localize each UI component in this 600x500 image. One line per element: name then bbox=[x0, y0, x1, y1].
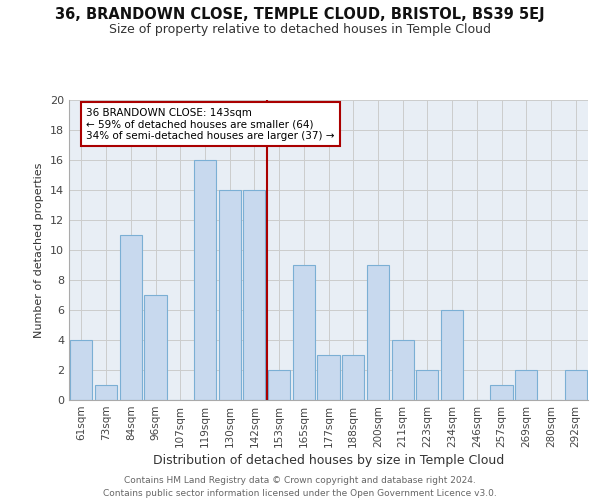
Bar bbox=[268, 370, 290, 400]
Bar bbox=[293, 265, 315, 400]
Bar bbox=[95, 385, 117, 400]
Bar bbox=[367, 265, 389, 400]
Bar bbox=[317, 355, 340, 400]
Bar bbox=[243, 190, 265, 400]
Bar bbox=[441, 310, 463, 400]
Bar bbox=[218, 190, 241, 400]
Text: Contains HM Land Registry data © Crown copyright and database right 2024.: Contains HM Land Registry data © Crown c… bbox=[124, 476, 476, 485]
Bar bbox=[119, 235, 142, 400]
Bar bbox=[565, 370, 587, 400]
X-axis label: Distribution of detached houses by size in Temple Cloud: Distribution of detached houses by size … bbox=[153, 454, 504, 467]
Text: Contains public sector information licensed under the Open Government Licence v3: Contains public sector information licen… bbox=[103, 489, 497, 498]
Bar bbox=[70, 340, 92, 400]
Bar bbox=[490, 385, 512, 400]
Y-axis label: Number of detached properties: Number of detached properties bbox=[34, 162, 44, 338]
Bar bbox=[145, 295, 167, 400]
Text: Size of property relative to detached houses in Temple Cloud: Size of property relative to detached ho… bbox=[109, 22, 491, 36]
Bar bbox=[416, 370, 439, 400]
Bar bbox=[194, 160, 216, 400]
Bar bbox=[515, 370, 538, 400]
Text: 36 BRANDOWN CLOSE: 143sqm
← 59% of detached houses are smaller (64)
34% of semi-: 36 BRANDOWN CLOSE: 143sqm ← 59% of detac… bbox=[86, 108, 334, 140]
Text: 36, BRANDOWN CLOSE, TEMPLE CLOUD, BRISTOL, BS39 5EJ: 36, BRANDOWN CLOSE, TEMPLE CLOUD, BRISTO… bbox=[55, 8, 545, 22]
Bar bbox=[392, 340, 414, 400]
Bar bbox=[342, 355, 364, 400]
